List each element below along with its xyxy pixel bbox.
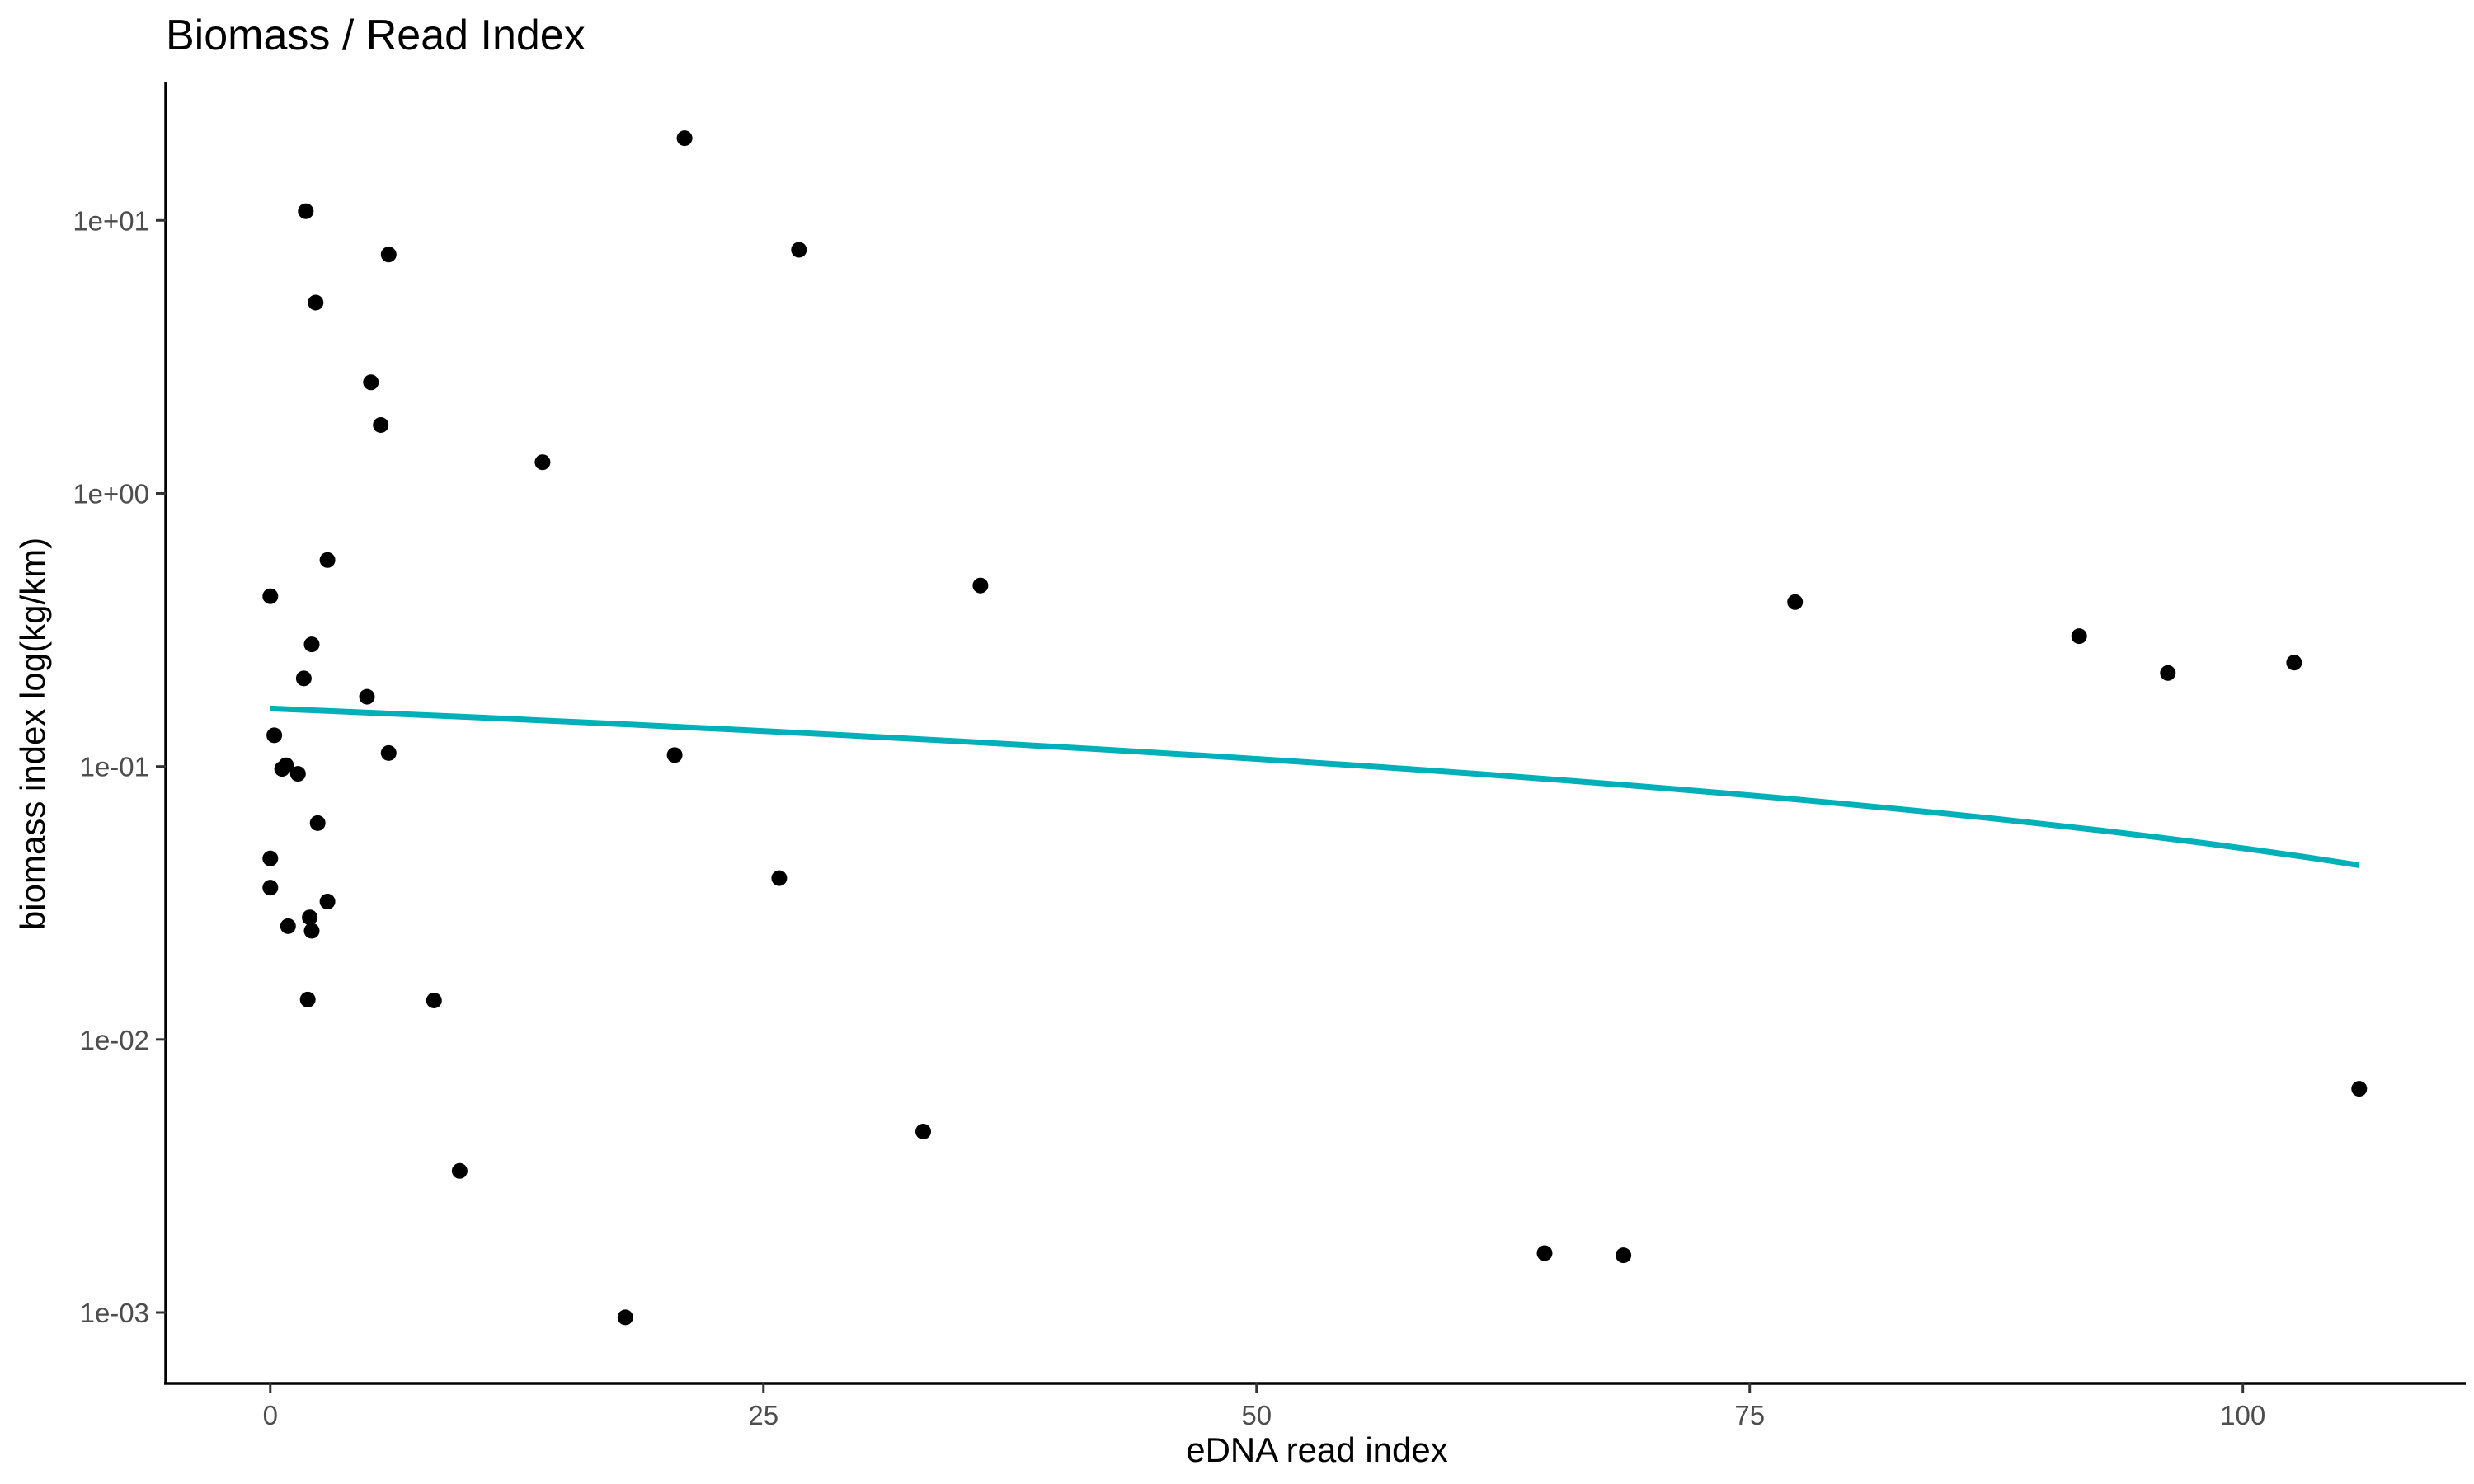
- y-tick-label: 1e-01: [80, 752, 149, 782]
- x-axis: 0 25 50 75 100: [164, 1382, 2466, 1430]
- data-point: [534, 454, 551, 471]
- data-point: [319, 894, 336, 909]
- data-point: [791, 242, 807, 258]
- data-point: [380, 744, 397, 761]
- x-tick-label: 50: [1241, 1400, 1272, 1430]
- data-point: [308, 294, 324, 311]
- data-point: [299, 991, 316, 1007]
- points-layer: [262, 130, 2368, 1326]
- data-point: [262, 880, 279, 896]
- y-axis: 1e-03 1e-02 1e-01 1e+00 1e+01: [73, 82, 167, 1383]
- y-tick-label: 1e-03: [80, 1298, 149, 1328]
- chart-title: Biomass / Read Index: [166, 12, 586, 59]
- data-point: [676, 130, 693, 147]
- data-point: [972, 577, 989, 594]
- x-tick-label: 0: [263, 1400, 278, 1430]
- data-point: [373, 417, 389, 433]
- data-point: [451, 1162, 468, 1179]
- data-point: [380, 247, 397, 263]
- x-tick-label: 100: [2220, 1400, 2265, 1430]
- y-tick-label: 1e-02: [80, 1025, 149, 1055]
- data-point: [2351, 1081, 2368, 1097]
- data-point: [1787, 594, 1804, 610]
- data-point: [771, 870, 788, 886]
- data-point: [289, 766, 306, 782]
- data-point: [2071, 628, 2087, 645]
- x-tick-label: 75: [1734, 1400, 1765, 1430]
- data-point: [295, 670, 312, 687]
- data-point: [1536, 1245, 1553, 1261]
- data-point: [303, 636, 320, 653]
- trend-line: [270, 705, 2360, 868]
- data-point: [363, 374, 379, 391]
- y-tick-label: 1e+01: [73, 205, 149, 236]
- y-tick-label: 1e+00: [73, 478, 149, 509]
- data-point: [262, 588, 279, 604]
- data-point: [262, 850, 279, 866]
- data-point: [274, 761, 290, 777]
- data-point: [359, 688, 375, 705]
- data-point: [309, 815, 326, 831]
- x-tick-label: 25: [748, 1400, 778, 1430]
- data-point: [2160, 665, 2176, 681]
- x-axis-title: eDNA read index: [1186, 1430, 1448, 1469]
- data-point: [303, 923, 320, 939]
- data-point: [319, 552, 336, 568]
- trend-layer: [270, 705, 2360, 868]
- data-point: [666, 747, 683, 763]
- data-point: [302, 909, 318, 926]
- data-point: [280, 918, 296, 934]
- data-point: [1616, 1247, 1632, 1264]
- data-point: [426, 993, 442, 1008]
- data-point: [617, 1309, 633, 1326]
- data-point: [915, 1124, 931, 1139]
- y-axis-title: biomass index log(kg/km): [13, 538, 52, 930]
- data-point: [298, 203, 314, 219]
- data-point: [2286, 655, 2302, 671]
- data-point: [266, 727, 283, 744]
